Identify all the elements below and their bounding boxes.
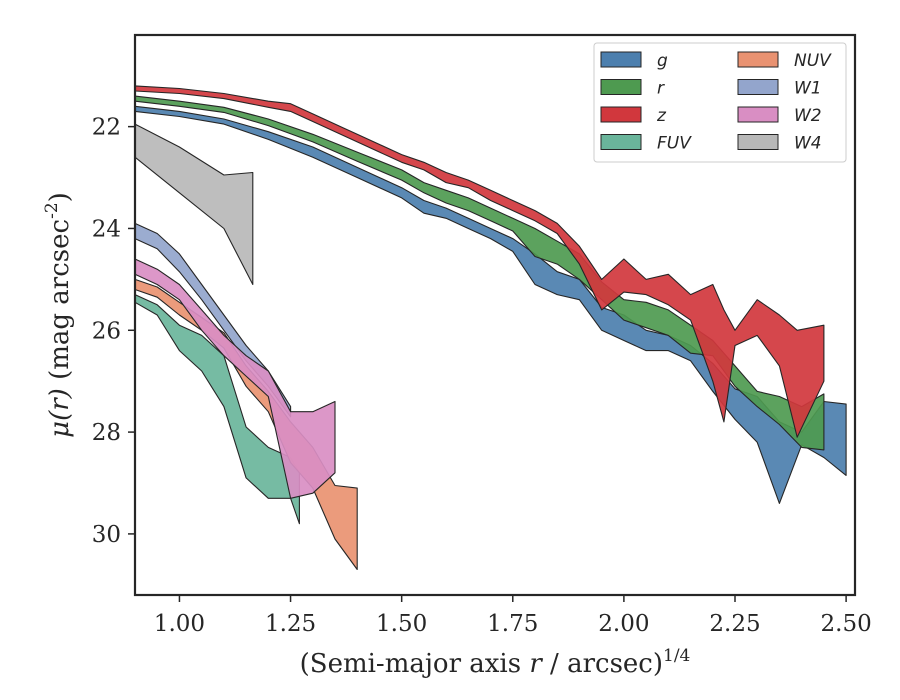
y-tick-label: 26: [92, 318, 121, 344]
y-tick-label: 28: [92, 420, 121, 446]
legend-swatch-r: [600, 79, 642, 95]
x-tick-label: 1.00: [154, 611, 205, 637]
y-tick-label: 22: [92, 115, 121, 141]
y-tick-label: 30: [92, 522, 121, 548]
legend-swatch-fuv: [600, 134, 642, 150]
y-axis-label: μ(r) (mag arcsec-2): [42, 192, 75, 438]
legend-swatch-w1: [737, 79, 779, 95]
legend-label-r: r: [657, 79, 665, 99]
legend-swatch-w4: [737, 134, 779, 150]
x-tick-label: 2.00: [598, 611, 649, 637]
band-w4: [134, 123, 254, 286]
x-tick-label: 2.50: [821, 611, 872, 637]
band-r: [134, 95, 825, 451]
x-axis-ticks: 1.00 1.25 1.50 1.75 2.00 2.25 2.50: [154, 595, 872, 637]
band-g: [134, 105, 847, 504]
legend-label-nuv: NUV: [794, 51, 832, 71]
legend-label-w2: W2: [794, 106, 822, 126]
legend-label-g: g: [657, 51, 668, 71]
x-tick-label: 1.25: [265, 611, 316, 637]
band-layer: [134, 85, 847, 571]
y-axis-ticks: 22 24 26 28 30: [92, 115, 135, 548]
plot-frame: [133, 33, 857, 597]
legend-label-fuv: FUV: [657, 134, 692, 154]
legend-label-z: z: [656, 106, 667, 126]
x-axis-label: (Semi-major axis r / arcsec)1/4: [300, 646, 691, 679]
legend-swatch-nuv: [737, 51, 779, 68]
legend-swatch-w2: [737, 106, 779, 123]
legend-box: [593, 42, 847, 163]
legend: grz FUV NUV W1 W2 W4: [593, 42, 847, 163]
band-w2: [134, 258, 336, 499]
legend-swatch-z: [600, 106, 642, 123]
legend-swatch-g: [600, 51, 642, 68]
legend-label-w4: W4: [794, 134, 822, 154]
y-tick-label: 24: [92, 216, 121, 242]
band-z: [134, 85, 825, 438]
band-fuv: [134, 294, 300, 525]
x-tick-label: 1.50: [376, 611, 427, 637]
x-tick-label: 2.25: [709, 611, 760, 637]
x-tick-label: 1.75: [487, 611, 538, 637]
legend-label-w1: W1: [794, 79, 822, 99]
